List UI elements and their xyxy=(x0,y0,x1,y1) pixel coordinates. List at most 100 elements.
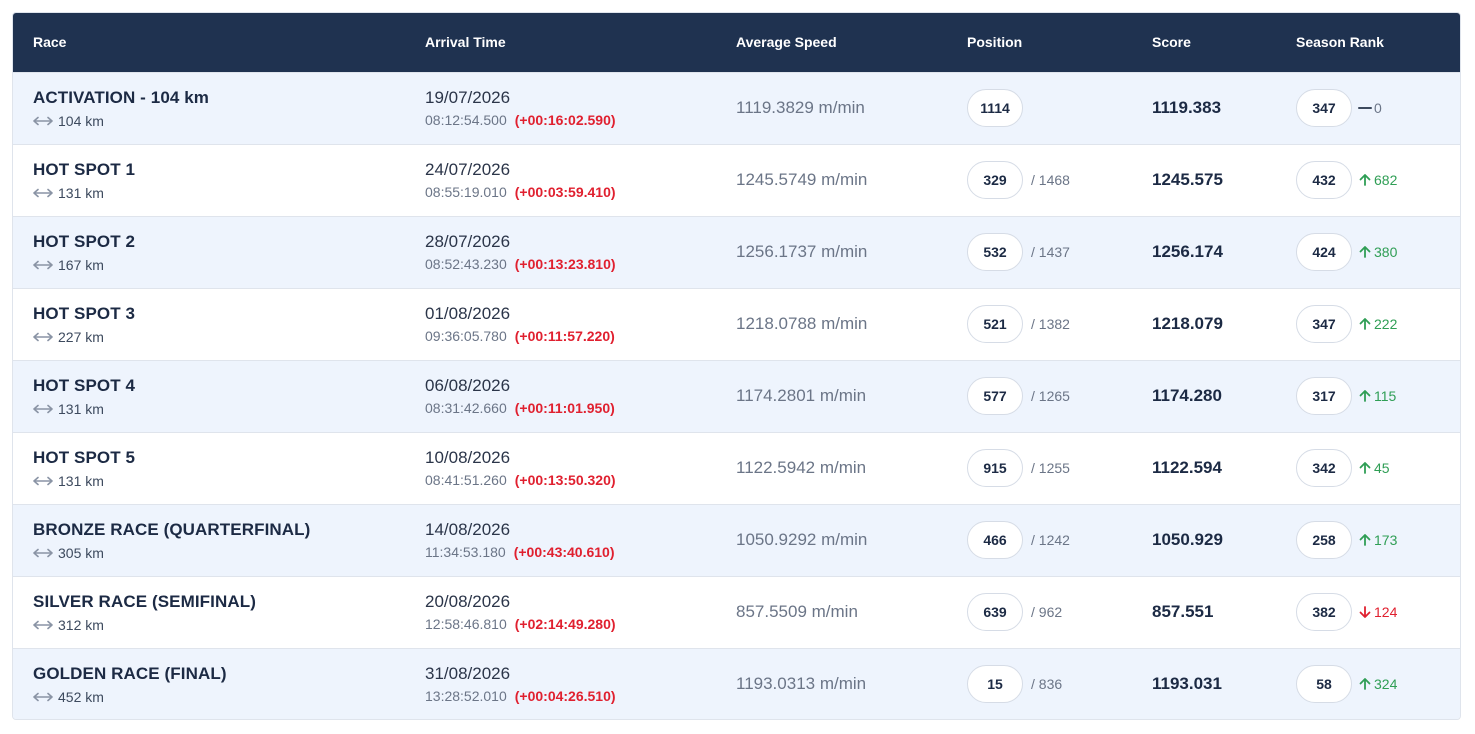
table-row[interactable]: HOT SPOT 5 131 km 10/08/2026 08:41:51.26… xyxy=(13,432,1460,504)
arrow-up-icon xyxy=(1359,318,1371,330)
table-row[interactable]: HOT SPOT 1 131 km 24/07/2026 08:55:19.01… xyxy=(13,144,1460,216)
arrival-cell: 14/08/2026 11:34:53.180 (+00:43:40.610) xyxy=(405,504,716,576)
rank-change-value: 682 xyxy=(1374,172,1398,188)
season-rank-badge: 342 xyxy=(1296,449,1352,487)
score-value: 1218.079 xyxy=(1152,314,1223,333)
speed-cell: 1245.5749 m/min xyxy=(716,144,947,216)
race-name[interactable]: HOT SPOT 2 xyxy=(33,231,136,251)
distance-arrows-icon xyxy=(33,332,53,341)
position-cell: 521 / 1382 xyxy=(947,288,1132,360)
position-cell: 329 / 1468 xyxy=(947,144,1132,216)
arrival-time: 12:58:46.810 xyxy=(425,616,507,632)
rank-change-value: 173 xyxy=(1374,532,1398,548)
arrival-time: 09:36:05.780 xyxy=(425,328,507,344)
season-rank-badge: 347 xyxy=(1296,305,1352,343)
race-name[interactable]: GOLDEN RACE (FINAL) xyxy=(33,663,227,683)
race-name[interactable]: HOT SPOT 5 xyxy=(33,447,136,467)
average-speed: 1050.9292 m/min xyxy=(736,530,868,549)
arrival-date: 19/07/2026 xyxy=(425,88,511,107)
race-name[interactable]: BRONZE RACE (QUARTERFINAL) xyxy=(33,519,311,539)
season-rank-badge: 382 xyxy=(1296,593,1352,631)
arrival-time: 13:28:52.010 xyxy=(425,688,507,705)
time-gap: (+00:43:40.610) xyxy=(513,544,615,560)
race-distance: 305 km xyxy=(33,545,405,561)
speed-cell: 857.5509 m/min xyxy=(716,576,947,648)
race-cell: HOT SPOT 1 131 km xyxy=(13,144,405,216)
column-header-average-speed[interactable]: Average Speed xyxy=(736,34,837,51)
distance-arrows-icon xyxy=(33,260,53,269)
time-gap: (+00:04:26.510) xyxy=(514,688,616,705)
race-cell: HOT SPOT 4 131 km xyxy=(13,360,405,432)
season-rank-cell: 347 222 xyxy=(1276,288,1460,360)
position-cell: 1114 xyxy=(947,72,1132,144)
score-cell: 1122.594 xyxy=(1132,432,1276,504)
position-total: / 1242 xyxy=(1031,532,1070,548)
speed-cell: 1218.0788 m/min xyxy=(716,288,947,360)
rank-change: 173 xyxy=(1358,532,1397,548)
arrival-cell: 24/07/2026 08:55:19.010 (+00:03:59.410) xyxy=(405,144,716,216)
average-speed: 1245.5749 m/min xyxy=(736,170,868,189)
race-name[interactable]: SILVER RACE (SEMIFINAL) xyxy=(33,591,256,611)
race-distance: 131 km xyxy=(33,185,405,201)
position-cell: 577 / 1265 xyxy=(947,360,1132,432)
race-name[interactable]: ACTIVATION - 104 km xyxy=(33,87,210,107)
column-header-season-rank[interactable]: Season Rank xyxy=(1296,34,1384,51)
season-rank-badge: 317 xyxy=(1296,377,1352,415)
position-cell: 466 / 1242 xyxy=(947,504,1132,576)
average-speed: 1122.5942 m/min xyxy=(736,458,867,477)
race-distance: 452 km xyxy=(33,689,405,705)
arrival-time: 08:41:51.260 xyxy=(425,472,507,488)
table-row[interactable]: HOT SPOT 2 167 km 28/07/2026 08:52:43.23… xyxy=(13,216,1460,288)
table-header-row: Race Arrival Time Average Speed Position… xyxy=(13,13,1460,72)
score-cell: 1256.174 xyxy=(1132,216,1276,288)
arrival-time: 08:52:43.230 xyxy=(425,256,507,272)
column-header-score[interactable]: Score xyxy=(1152,34,1191,51)
position-badge: 466 xyxy=(967,521,1023,559)
speed-cell: 1174.2801 m/min xyxy=(716,360,947,432)
race-name[interactable]: HOT SPOT 4 xyxy=(33,375,136,395)
score-value: 1174.280 xyxy=(1152,386,1222,405)
average-speed: 1174.2801 m/min xyxy=(736,386,867,405)
arrival-time-line: 08:41:51.260 (+00:13:50.320) xyxy=(425,472,716,488)
rank-change-value: 45 xyxy=(1374,460,1390,476)
table-row[interactable]: HOT SPOT 4 131 km 06/08/2026 08:31:42.66… xyxy=(13,360,1460,432)
distance-arrows-icon xyxy=(33,620,53,629)
table-row[interactable]: BRONZE RACE (QUARTERFINAL) 305 km 14/08/… xyxy=(13,504,1460,576)
race-distance: 167 km xyxy=(33,257,405,273)
arrival-time-line: 13:28:52.010 (+00:04:26.510) xyxy=(425,688,716,704)
table-row[interactable]: HOT SPOT 3 227 km 01/08/2026 09:36:05.78… xyxy=(13,288,1460,360)
position-badge: 1114 xyxy=(967,89,1023,127)
score-cell: 1193.031 xyxy=(1132,648,1276,719)
race-cell: ACTIVATION - 104 km 104 km xyxy=(13,72,405,144)
arrival-date: 06/08/2026 xyxy=(425,376,511,395)
race-name[interactable]: HOT SPOT 1 xyxy=(33,159,136,179)
rank-change: 124 xyxy=(1358,604,1397,620)
race-name[interactable]: HOT SPOT 3 xyxy=(33,303,136,323)
arrow-up-icon xyxy=(1359,678,1371,691)
score-cell: 1174.280 xyxy=(1132,360,1276,432)
race-cell: BRONZE RACE (QUARTERFINAL) 305 km xyxy=(13,504,405,576)
race-cell: GOLDEN RACE (FINAL) 452 km xyxy=(13,648,405,719)
position-total: / 1255 xyxy=(1031,460,1070,476)
rank-change-value: 124 xyxy=(1374,604,1398,620)
score-value: 1256.174 xyxy=(1152,242,1223,261)
score-value: 1245.575 xyxy=(1152,170,1223,189)
season-rank-cell: 258 173 xyxy=(1276,504,1460,576)
position-total: / 1468 xyxy=(1031,172,1070,188)
table-row[interactable]: ACTIVATION - 104 km 104 km 19/07/2026 08… xyxy=(13,72,1460,144)
table-row[interactable]: SILVER RACE (SEMIFINAL) 312 km 20/08/202… xyxy=(13,576,1460,648)
rank-change: 45 xyxy=(1358,460,1390,476)
arrow-up-icon xyxy=(1359,462,1371,474)
arrival-time-line: 08:12:54.500 (+00:16:02.590) xyxy=(425,112,716,128)
column-header-race[interactable]: Race xyxy=(33,34,67,51)
column-header-arrival-time[interactable]: Arrival Time xyxy=(425,34,506,51)
distance-arrows-icon xyxy=(33,548,53,557)
season-rank-cell: 317 115 xyxy=(1276,360,1460,432)
table-row[interactable]: GOLDEN RACE (FINAL) 452 km 31/08/2026 13… xyxy=(13,648,1460,719)
race-distance-value: 104 km xyxy=(58,112,104,129)
column-header-position[interactable]: Position xyxy=(967,34,1023,51)
arrival-date: 31/08/2026 xyxy=(425,664,511,684)
speed-cell: 1050.9292 m/min xyxy=(716,504,947,576)
rank-change-value: 324 xyxy=(1374,676,1398,693)
race-cell: HOT SPOT 3 227 km xyxy=(13,288,405,360)
